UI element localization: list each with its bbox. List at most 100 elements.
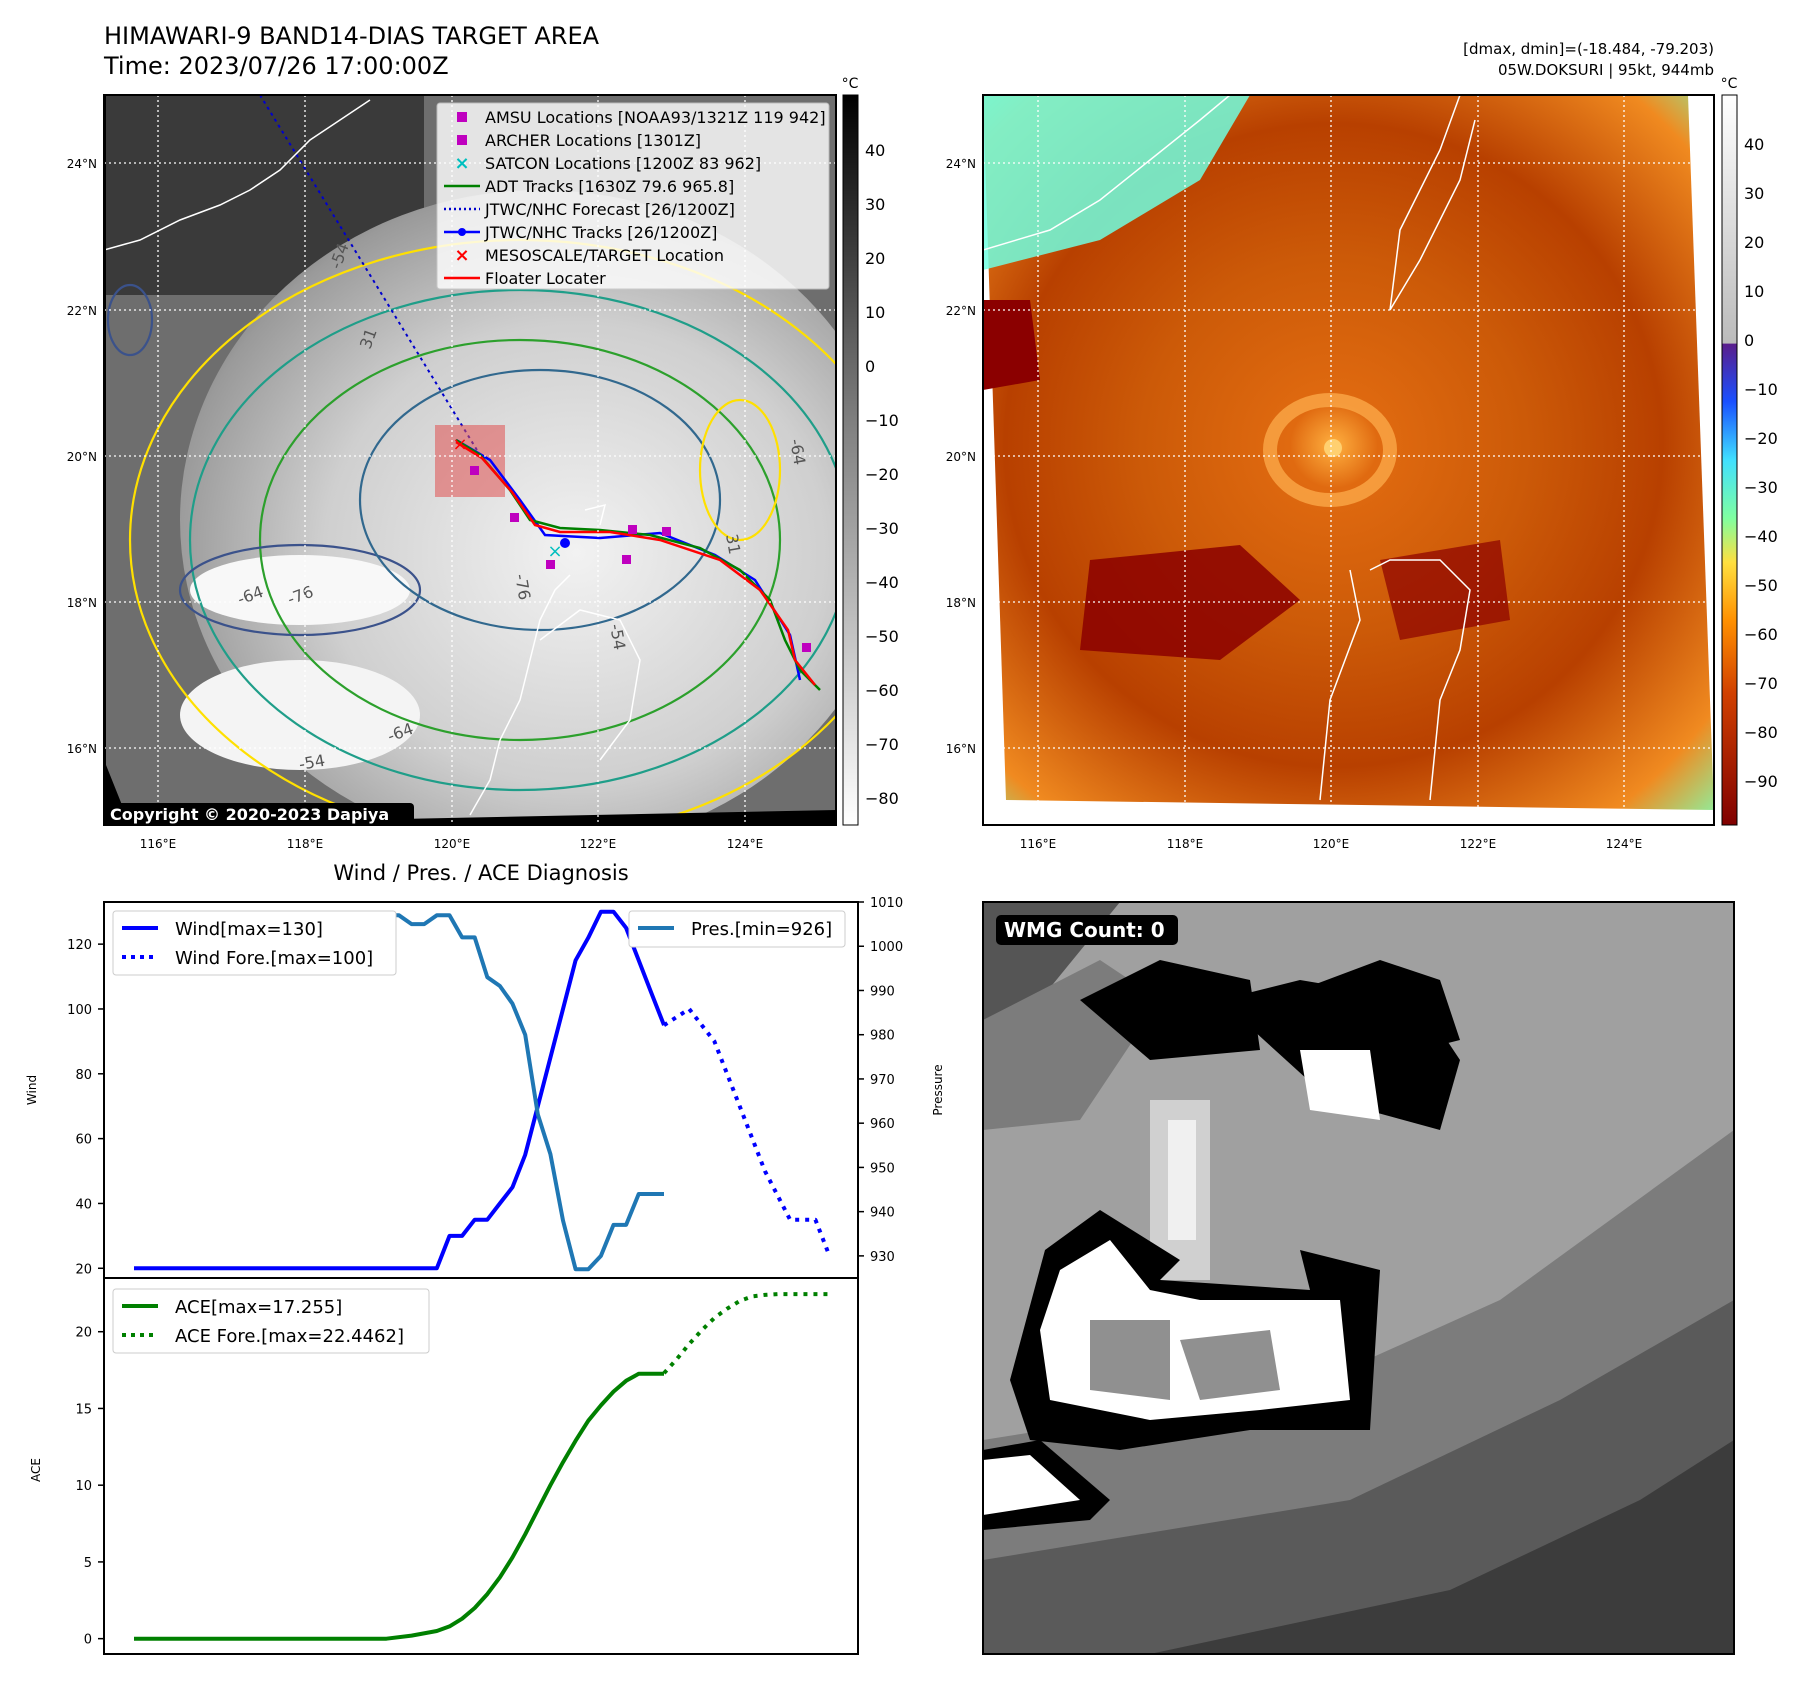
legend-row: Floater Locater (444, 269, 606, 288)
colorbar-tick: 20 (1744, 233, 1764, 252)
copyright: Copyright © 2020-2023 Dapiya (110, 805, 389, 824)
legend-marker (457, 135, 467, 145)
lat-label: 18°N (67, 596, 97, 610)
amsu-markers (470, 466, 811, 652)
legend-row: ARCHER Locations [1301Z] (457, 131, 701, 150)
enhanced-map-frame (982, 94, 1715, 826)
colorbar-tick: −20 (1744, 429, 1778, 448)
pressure-legend: Pres.[min=926] (628, 910, 846, 948)
lat-axis-right: 24°N 22°N 20°N 18°N 16°N (946, 157, 976, 756)
y-tick-label: 20 (75, 1262, 92, 1277)
y2-tick-label: 960 (870, 1117, 895, 1132)
y2-tick-label: 950 (870, 1161, 895, 1176)
diagnosis-title: Wind / Pres. / ACE Diagnosis (333, 861, 628, 885)
lon-label: 124°E (727, 837, 764, 851)
wmg-count: WMG Count: 0 (1004, 918, 1165, 942)
legend-label: Floater Locater (485, 269, 606, 288)
y-tick-label: 10 (75, 1479, 92, 1494)
y2-tick-label: 990 (870, 984, 895, 999)
contour-label: -54 (606, 622, 629, 651)
lat-label: 24°N (946, 157, 976, 171)
colorbar-tick: −10 (865, 411, 899, 430)
lat-label: 16°N (946, 742, 976, 756)
colorbar-tick: 40 (865, 141, 885, 160)
legend-label: ARCHER Locations [1301Z] (485, 131, 701, 150)
series-line-0 (134, 909, 666, 1271)
colorbar-tick: 10 (865, 303, 885, 322)
colorbar-tick: −20 (865, 465, 899, 484)
contour-label: -64 (786, 437, 809, 466)
lon-label: 124°E (1606, 837, 1643, 851)
floater-track (455, 440, 816, 686)
ir-colorbar-ticks: 40 30 20 10 0 −10 −20 −30 −40 −50 −60 −7… (865, 141, 899, 808)
colorbar-tick: −50 (865, 627, 899, 646)
colorbar-tick: −50 (1744, 576, 1778, 595)
y-tick-label: 5 (84, 1556, 92, 1571)
ace-axis-label: ACE (29, 1458, 43, 1482)
target-marker: × (452, 434, 467, 455)
legend-marker: × (454, 153, 469, 174)
y2-tick-label: 1010 (870, 896, 903, 911)
map-gridlines (983, 95, 1714, 825)
y-tick-label: 0 (84, 1633, 92, 1648)
lat-label: 24°N (67, 157, 97, 171)
lat-label: 20°N (946, 450, 976, 464)
legend-row: ADT Tracks [1630Z 79.6 965.8] (444, 177, 734, 196)
lon-label: 118°E (287, 837, 324, 851)
series-line-1 (662, 1292, 828, 1375)
y-tick-label: 80 (75, 1068, 92, 1083)
track-legend: AMSU Locations [NOAA93/1321Z 119 942] ARC… (436, 102, 830, 290)
y2-tick-label: 940 (870, 1206, 895, 1221)
lat-label: 22°N (946, 304, 976, 318)
lon-label: 120°E (1313, 837, 1350, 851)
colorbar-tick: −40 (1744, 527, 1778, 546)
lon-label: 122°E (1460, 837, 1497, 851)
legend-marker (457, 112, 467, 122)
y2-tick-label: 970 (870, 1073, 895, 1088)
colorbar-tick: −60 (865, 681, 899, 700)
lon-axis-right: 116°E 118°E 120°E 122°E 124°E (1020, 837, 1643, 851)
coastlines (983, 95, 1476, 801)
wind-axis-label: Wind (25, 1075, 39, 1105)
legend-label: SATCON Locations [1200Z 83 962] (485, 154, 761, 173)
colorbar-tick: 30 (1744, 184, 1764, 203)
contour-label: 31 (722, 532, 744, 555)
legend-label: JTWC/NHC Tracks [26/1200Z] (484, 223, 717, 242)
legend-label: MESOSCALE/TARGET Location (485, 246, 724, 265)
legend-marker: × (454, 245, 469, 266)
y-tick-label: 60 (75, 1133, 92, 1148)
legend-wind: Wind[max=130] (175, 919, 323, 940)
ir-colorbar-unit: °C (842, 76, 859, 92)
wind-pressure-chart: 20 40 60 80 100 120 930 940 950 960 970 980 990 1000 1… (25, 896, 945, 1279)
enhanced-map-panel: 24°N 22°N 20°N 18°N 16°N 116°E 118°E 120… (946, 76, 1778, 851)
ir-map-frame (103, 94, 837, 826)
lat-label: 18°N (946, 596, 976, 610)
colorbar-tick: −90 (1744, 772, 1778, 791)
wmg-count-box (996, 915, 1178, 945)
ir-colorbar (842, 94, 859, 826)
lon-label: 120°E (434, 837, 471, 851)
y-tick-label: 100 (67, 1003, 92, 1018)
legend-row: JTWC/NHC Tracks [26/1200Z] (444, 223, 717, 242)
lon-label: 122°E (580, 837, 617, 851)
intensity-stats: [dmax, dmin]=(-18.484, -79.203) (1463, 40, 1714, 58)
y-tick-label: 40 (75, 1197, 92, 1212)
colorbar-tick: 40 (1744, 135, 1764, 154)
lon-label: 118°E (1167, 837, 1204, 851)
colorbar-tick: 0 (865, 357, 875, 376)
enhanced-colorbar-unit: °C (1721, 76, 1738, 92)
legend-row: × SATCON Locations [1200Z 83 962] (454, 153, 761, 174)
legend-row: AMSU Locations [NOAA93/1321Z 119 942] (457, 108, 826, 127)
pressure-axis-label: Pressure (931, 1064, 945, 1115)
enhanced-colorbar (1721, 94, 1738, 826)
figure-title: HIMAWARI-9 BAND14-DIAS TARGET AREA (104, 22, 600, 50)
colorbar-tick: −70 (865, 735, 899, 754)
legend-label: AMSU Locations [NOAA93/1321Z 119 942] (485, 108, 826, 127)
lat-label: 16°N (67, 742, 97, 756)
legend-row: × MESOSCALE/TARGET Location (454, 245, 724, 266)
wmg-frame (982, 901, 1735, 1655)
colorbar-tick: −30 (1744, 478, 1778, 497)
colorbar-tick: 0 (1744, 331, 1754, 350)
lat-axis-left: 24°N 22°N 20°N 18°N 16°N (67, 157, 97, 756)
lon-label: 116°E (140, 837, 177, 851)
